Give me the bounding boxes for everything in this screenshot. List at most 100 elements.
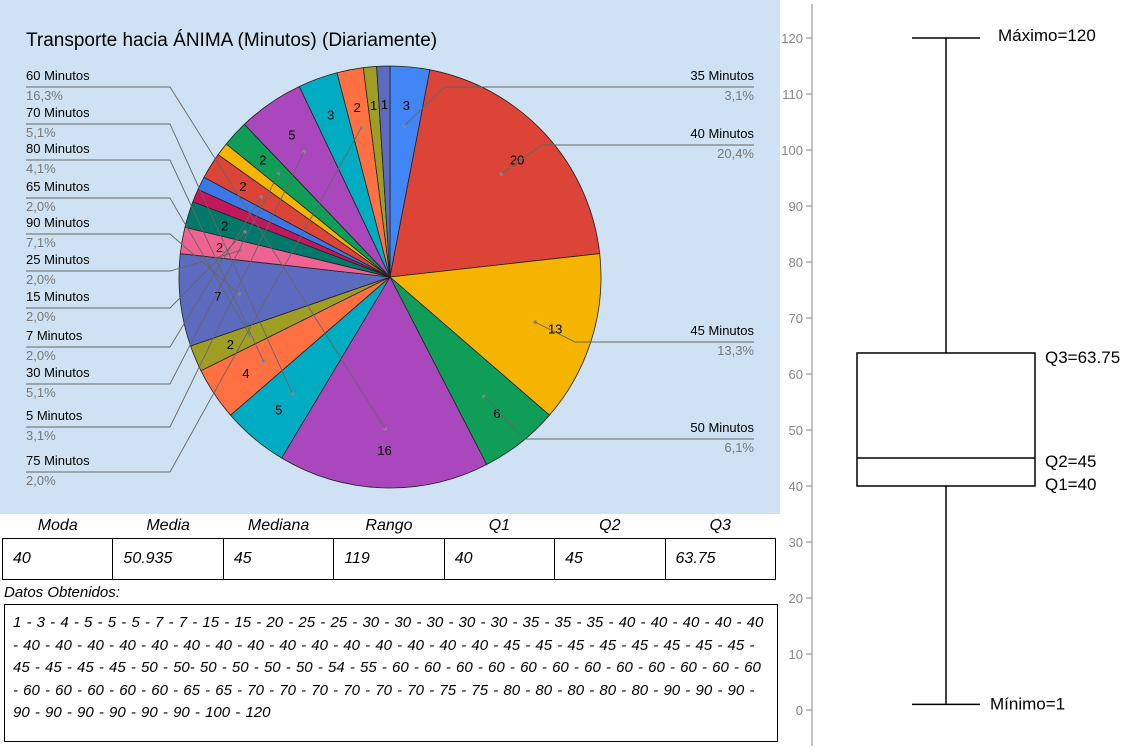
legend-label: 35 Minutos <box>690 68 754 83</box>
legend-label: 50 Minutos <box>690 420 754 435</box>
legend-percent: 3,1% <box>26 428 56 443</box>
pie-slice <box>281 276 488 489</box>
pie-value-label: 2 <box>354 100 361 115</box>
chart-title: Transporte hacia ÁNIMA (Minutos) (Diaria… <box>26 30 437 51</box>
pie-value-label: 16 <box>377 443 391 458</box>
iqr-box <box>856 352 1036 487</box>
pie-value-label: 7 <box>214 289 221 304</box>
leader-line <box>26 173 279 385</box>
pie-value-label: 2 <box>239 179 246 194</box>
pie-value-label: 1 <box>381 97 388 112</box>
datos-label: Datos Obtenidos: <box>4 584 120 601</box>
stats-value-rango: 119 <box>333 538 445 580</box>
y-tick-label: 90 <box>789 199 803 214</box>
stats-header-q2: Q2 <box>599 517 621 534</box>
stats-header-mediana: Mediana <box>247 517 310 534</box>
stats-value-q2: 45 <box>554 538 666 580</box>
y-tick-label: 60 <box>789 367 803 382</box>
pie-value-label: 2 <box>221 219 228 234</box>
leader-line <box>26 196 262 348</box>
y-tick-label: 50 <box>789 423 803 438</box>
y-tick-label: 80 <box>789 255 803 270</box>
legend-percent: 2,0% <box>26 309 56 324</box>
pie-value-label: 2 <box>259 153 266 168</box>
pie-value-label: 20 <box>510 153 524 168</box>
legend-percent: 13,3% <box>717 343 754 358</box>
pie-value-label: 2 <box>227 337 234 352</box>
pie-value-label: 5 <box>288 128 295 143</box>
stats-value-media: 50.935 <box>112 538 224 580</box>
legend-percent: 20,4% <box>717 146 754 161</box>
leader-line <box>26 127 362 473</box>
leader-line <box>501 144 754 175</box>
leader-line <box>26 231 246 309</box>
stats-value-moda: 40 <box>1 538 114 580</box>
y-tick-label: 10 <box>789 647 803 662</box>
leader-line <box>404 86 754 127</box>
legend-label: 15 Minutos <box>26 289 90 304</box>
y-tick-label: 70 <box>789 311 803 326</box>
leader-dot <box>290 391 295 396</box>
stats-header-media: Media <box>146 517 190 534</box>
leader-dot <box>302 150 306 154</box>
stats-header-q1: Q1 <box>488 517 511 534</box>
stats-header-moda: Moda <box>37 517 78 534</box>
leader-line <box>26 197 251 336</box>
box-annotation-min: Mínimo=1 <box>990 694 1065 713</box>
legend-percent: 5,1% <box>26 385 56 400</box>
leader-line <box>26 233 240 295</box>
legend-label: 25 Minutos <box>26 252 90 267</box>
stats-header-q3: Q3 <box>709 517 731 534</box>
pie-value-label: 1 <box>370 98 377 113</box>
y-tick-label: 0 <box>796 703 803 718</box>
leader-line <box>26 250 241 272</box>
leader-line <box>26 151 305 428</box>
box-annotation-max: Máximo=120 <box>998 26 1096 45</box>
pie-slice <box>389 253 602 416</box>
legend-percent: 2,0% <box>26 272 56 287</box>
legend-label: 45 Minutos <box>690 323 754 338</box>
legend-label: 90 Minutos <box>26 215 90 230</box>
leader-dot <box>276 172 281 176</box>
pie-slice <box>389 69 601 278</box>
leader-line <box>26 123 293 394</box>
legend-label: 7 Minutos <box>26 328 83 343</box>
y-tick-label: 30 <box>789 535 803 550</box>
legend-label: 65 Minutos <box>26 179 90 194</box>
y-tick-label: 40 <box>789 479 803 494</box>
legend-percent: 2,0% <box>26 473 56 488</box>
pie-value-label: 4 <box>242 366 249 381</box>
legend-percent: 7,1% <box>26 235 56 250</box>
legend-percent: 3,1% <box>724 88 754 103</box>
pie-value-label: 3 <box>403 98 410 113</box>
pie-chart-panel: Transporte hacia ÁNIMA (Minutos) (Diaria… <box>0 0 780 514</box>
legend-percent: 4,1% <box>26 161 56 176</box>
leader-line <box>483 396 754 440</box>
stats-header-row: Moda Media Mediana Rango Q1 Q2 Q3 <box>3 514 776 539</box>
datos-list: 1 - 3 - 4 - 5 - 5 - 5 - 7 - 7 - 15 - 15 … <box>4 604 778 742</box>
y-tick-label: 110 <box>782 87 803 102</box>
stats-value-mediana: 45 <box>222 538 335 580</box>
y-tick-label: 120 <box>781 31 803 46</box>
legend-label: 5 Minutos <box>26 408 83 423</box>
pie-value-label: 13 <box>548 321 562 336</box>
legend-label: 60 Minutos <box>26 68 90 83</box>
legend-label: 80 Minutos <box>26 141 90 156</box>
pie-value-label: 3 <box>327 107 334 122</box>
stats-value-q3: 63.75 <box>664 538 777 580</box>
box-annotation-q2: Q2=45 <box>1045 452 1097 471</box>
legend-percent: 2,0% <box>26 199 56 214</box>
pie-chart: Transporte hacia ÁNIMA (Minutos) (Diaria… <box>26 30 754 489</box>
legend-percent: 2,0% <box>26 348 56 363</box>
legend-label: 75 Minutos <box>26 453 90 468</box>
stats-table: Moda Media Mediana Rango Q1 Q2 Q3 40 50.… <box>1 514 777 580</box>
legend-label: 40 Minutos <box>690 126 754 141</box>
pie-value-label: 6 <box>493 406 500 421</box>
leader-line <box>26 159 264 362</box>
legend-percent: 5,1% <box>26 125 56 140</box>
box-plot: 0 10 20 30 40 50 60 70 80 90 100 110 120 Máximo=120 Q… <box>781 4 1120 746</box>
legend-percent: 16,3% <box>26 88 63 103</box>
stats-value-q1: 40 <box>443 538 556 580</box>
leader-line <box>26 86 386 430</box>
y-tick-label: 20 <box>789 591 803 606</box>
